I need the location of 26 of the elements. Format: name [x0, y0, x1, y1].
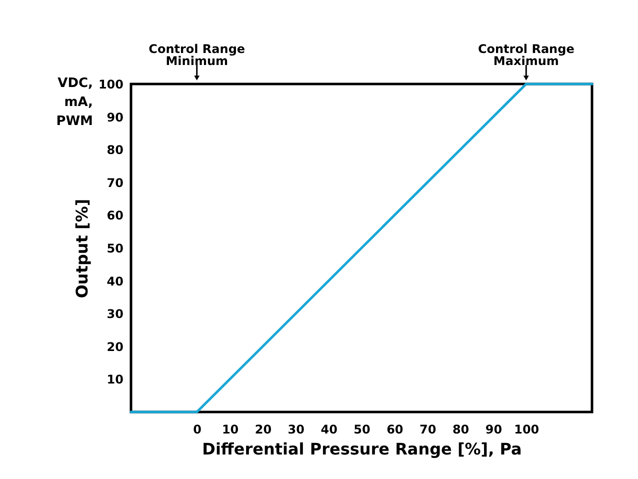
x-tick-label: 80 [452, 422, 470, 436]
y-tick-label: 10 [106, 372, 124, 387]
y-tick-label: 80 [106, 143, 124, 158]
x-tick-label: 60 [386, 422, 404, 436]
y-tick-label: 30 [106, 307, 124, 322]
x-axis-title: Differential Pressure Range [%], Pa [202, 440, 522, 458]
x-tick-label: 30 [288, 422, 304, 436]
annotation: Control Range Maximum [478, 42, 574, 68]
y-tick-label: 90 [106, 110, 124, 124]
y-tick-label: 100 [98, 78, 124, 92]
x-tick-label: 0 [193, 422, 202, 436]
y-tick-label: 20 [106, 340, 124, 354]
x-tick-label: 50 [354, 422, 370, 436]
x-tick-label: 90 [485, 422, 502, 436]
x-tick-label: 20 [254, 422, 272, 436]
x-tick-label: 70 [420, 422, 436, 436]
x-tick-label: 100 [514, 422, 540, 436]
y-axis-title: Output [%] [72, 198, 92, 298]
text: VDC, mA, PWM [56, 76, 93, 129]
y-tick-label: 60 [106, 208, 124, 223]
x-tick-label: 40 [320, 422, 338, 436]
y-tick-label: 50 [106, 242, 124, 256]
y-tick-label: 70 [106, 176, 124, 190]
annotation: Control Range Minimum [148, 42, 246, 68]
x-tick-label: 10 [222, 422, 239, 436]
y-tick-label: 40 [106, 274, 124, 288]
